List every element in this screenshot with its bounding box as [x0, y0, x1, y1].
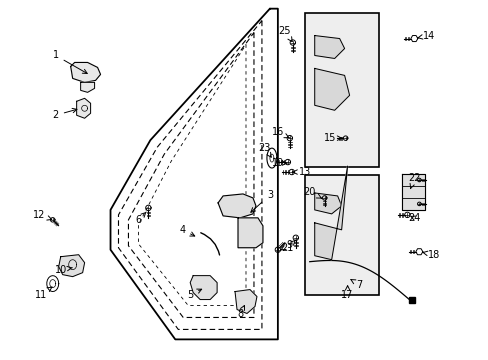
- Polygon shape: [314, 68, 349, 110]
- Text: 2: 2: [53, 108, 77, 120]
- Polygon shape: [77, 98, 90, 118]
- Text: 22: 22: [407, 173, 420, 189]
- Text: 24: 24: [407, 213, 420, 223]
- Polygon shape: [238, 218, 263, 248]
- Text: 21: 21: [281, 240, 295, 253]
- Polygon shape: [71, 62, 101, 82]
- Text: 16: 16: [271, 127, 289, 138]
- Text: 19: 19: [271, 158, 286, 168]
- Text: 17: 17: [341, 286, 353, 300]
- Text: 10: 10: [55, 265, 72, 275]
- Text: 15: 15: [323, 133, 341, 143]
- Polygon shape: [59, 255, 84, 276]
- Text: 20: 20: [303, 187, 321, 198]
- Text: 1: 1: [53, 50, 87, 73]
- Text: 6: 6: [135, 212, 146, 225]
- Polygon shape: [314, 36, 344, 58]
- Polygon shape: [218, 194, 255, 218]
- Text: 12: 12: [33, 210, 52, 220]
- Polygon shape: [415, 249, 422, 255]
- Text: 14: 14: [417, 31, 434, 41]
- Polygon shape: [402, 174, 425, 210]
- Bar: [304, 175, 379, 294]
- Polygon shape: [235, 289, 256, 314]
- Text: 5: 5: [187, 289, 201, 300]
- Polygon shape: [410, 36, 417, 41]
- Text: 7: 7: [350, 279, 362, 289]
- Text: 8: 8: [237, 306, 244, 319]
- Bar: [304, 13, 379, 167]
- Polygon shape: [314, 166, 347, 260]
- Text: 23: 23: [258, 143, 271, 157]
- Text: 25: 25: [278, 26, 292, 42]
- Text: 18: 18: [422, 250, 440, 260]
- Text: 13: 13: [292, 167, 310, 177]
- Text: 3: 3: [250, 190, 272, 212]
- Text: 11: 11: [35, 287, 52, 300]
- Polygon shape: [81, 82, 94, 92]
- Text: 9: 9: [281, 240, 292, 250]
- Text: 4: 4: [179, 225, 194, 236]
- Polygon shape: [314, 193, 341, 214]
- Polygon shape: [190, 276, 217, 300]
